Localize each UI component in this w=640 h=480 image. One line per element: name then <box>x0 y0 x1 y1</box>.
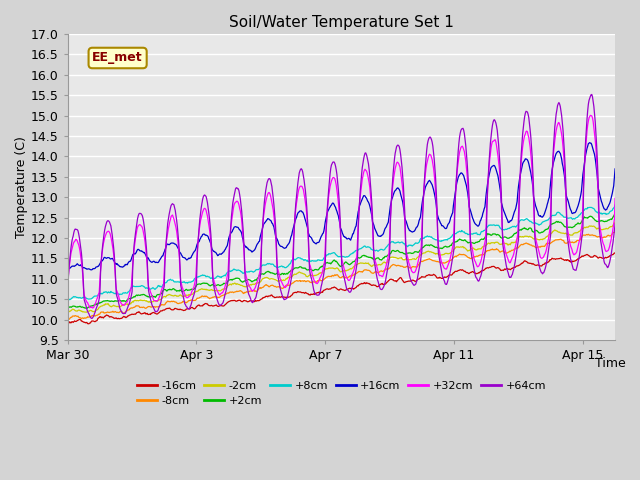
+64cm <box>383 274 390 279</box>
+32cm <box>98 251 106 257</box>
-16cm <box>98 314 106 320</box>
+8cm <box>64 296 72 302</box>
-8cm <box>413 264 420 270</box>
Title: Soil/Water Temperature Set 1: Soil/Water Temperature Set 1 <box>229 15 454 30</box>
+2cm <box>611 211 619 216</box>
-8cm <box>97 309 105 315</box>
+16cm <box>88 267 95 273</box>
+2cm <box>98 299 106 305</box>
Line: -2cm: -2cm <box>68 222 615 312</box>
-8cm <box>64 317 72 323</box>
Line: +64cm: +64cm <box>68 95 615 318</box>
+16cm <box>413 224 421 230</box>
-16cm <box>611 250 619 256</box>
+64cm <box>64 296 72 302</box>
+8cm <box>611 202 619 208</box>
-2cm <box>83 309 90 315</box>
+64cm <box>397 152 404 157</box>
-16cm <box>383 280 390 286</box>
-16cm <box>397 275 404 280</box>
+64cm <box>611 221 619 227</box>
Text: Time: Time <box>595 357 626 370</box>
+64cm <box>88 315 95 321</box>
+8cm <box>480 228 488 233</box>
-16cm <box>480 268 488 274</box>
+16cm <box>480 208 488 214</box>
+2cm <box>383 254 390 260</box>
-16cm <box>64 320 72 325</box>
-2cm <box>64 309 72 315</box>
-8cm <box>535 244 543 250</box>
+2cm <box>480 237 488 242</box>
+32cm <box>88 305 96 311</box>
Text: EE_met: EE_met <box>92 51 143 64</box>
Line: +32cm: +32cm <box>68 115 615 308</box>
Line: -8cm: -8cm <box>68 232 615 320</box>
+32cm <box>413 263 421 269</box>
-2cm <box>397 255 404 261</box>
-16cm <box>536 263 543 268</box>
+32cm <box>480 247 488 252</box>
+16cm <box>611 166 619 172</box>
Line: +8cm: +8cm <box>68 205 615 300</box>
+64cm <box>536 265 543 271</box>
+16cm <box>586 140 593 145</box>
-2cm <box>536 237 543 243</box>
-2cm <box>98 303 106 309</box>
+32cm <box>536 252 543 258</box>
+16cm <box>536 213 543 219</box>
+32cm <box>587 112 595 118</box>
+16cm <box>98 258 106 264</box>
+8cm <box>98 291 106 297</box>
+2cm <box>83 305 91 311</box>
+8cm <box>383 244 390 250</box>
+16cm <box>383 224 390 230</box>
Line: +2cm: +2cm <box>68 214 615 308</box>
+32cm <box>64 283 72 288</box>
+2cm <box>397 250 404 255</box>
-8cm <box>611 229 618 235</box>
-2cm <box>383 261 390 266</box>
Legend: -16cm, -8cm, -2cm, +2cm, +8cm, +16cm, +32cm, +64cm: -16cm, -8cm, -2cm, +2cm, +8cm, +16cm, +3… <box>132 376 550 411</box>
-8cm <box>611 229 619 235</box>
-16cm <box>85 321 93 327</box>
+2cm <box>64 305 72 311</box>
+8cm <box>536 222 543 228</box>
+2cm <box>413 249 421 255</box>
+64cm <box>480 259 488 264</box>
Line: +16cm: +16cm <box>68 143 615 270</box>
+2cm <box>536 230 543 236</box>
Line: -16cm: -16cm <box>68 253 615 324</box>
+64cm <box>588 92 596 97</box>
-8cm <box>479 252 486 257</box>
+32cm <box>397 169 404 175</box>
+8cm <box>66 297 74 302</box>
-2cm <box>611 219 619 225</box>
-8cm <box>396 263 404 269</box>
-8cm <box>381 266 389 272</box>
+8cm <box>397 240 404 245</box>
+32cm <box>611 195 619 201</box>
+16cm <box>397 192 404 197</box>
+64cm <box>98 250 106 255</box>
Y-axis label: Temperature (C): Temperature (C) <box>15 136 28 238</box>
+64cm <box>413 277 421 283</box>
+32cm <box>383 263 390 268</box>
-2cm <box>413 255 421 261</box>
+16cm <box>64 266 72 272</box>
+8cm <box>413 240 421 246</box>
-16cm <box>413 277 421 283</box>
-2cm <box>480 244 488 250</box>
